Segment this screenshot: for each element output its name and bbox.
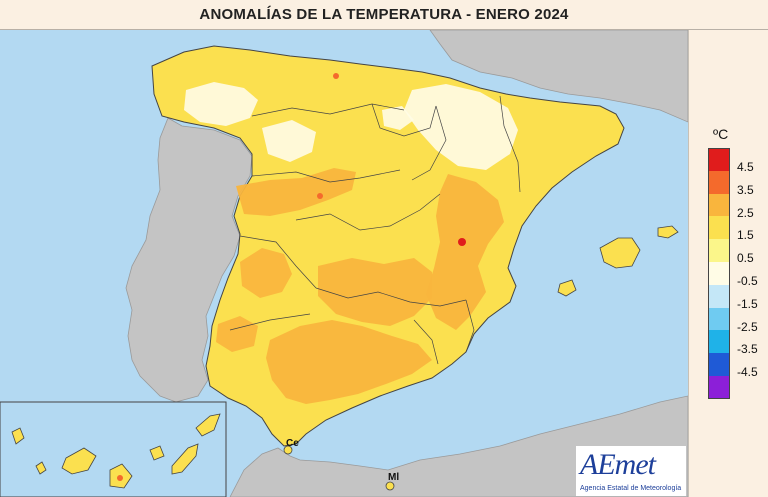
map-title: ANOMALÍAS DE LA TEMPERATURA - ENERO 2024 xyxy=(199,6,569,23)
legend-panel: ºC 4.5 3.5 2.5 1.5 0.5 -0.5 -1.5 -2.5 -3… xyxy=(688,30,768,497)
legend-tick-label: -4.5 xyxy=(737,365,758,380)
legend-tick-label: 0.5 xyxy=(737,251,754,266)
anomaly-warm-castilla xyxy=(236,168,356,216)
region-boundaries xyxy=(229,95,521,365)
ceuta-marker xyxy=(283,445,293,455)
legend-tick-label: -0.5 xyxy=(737,273,758,288)
legend-swatch xyxy=(708,193,730,217)
anomaly-cool-galicia xyxy=(184,82,258,126)
legend-swatch xyxy=(708,375,730,399)
legend-unit: ºC xyxy=(713,126,729,142)
title-bar: ANOMALÍAS DE LA TEMPERATURA - ENERO 2024 xyxy=(0,0,768,30)
anomaly-cool-ebro xyxy=(404,84,518,170)
aemet-logo: AEmet Agencia Estatal de Meteorología xyxy=(576,446,686,496)
melilla-label: Ml xyxy=(388,472,399,483)
anomaly-warm-valencia xyxy=(426,174,504,330)
hotspot-valladolid xyxy=(317,193,323,199)
legend-tick-label: -3.5 xyxy=(737,342,758,357)
legend-swatch xyxy=(708,284,730,308)
legend-swatch xyxy=(708,148,730,171)
melilla-marker xyxy=(385,481,395,491)
legend-swatch xyxy=(708,330,730,354)
anomaly-warm-west xyxy=(216,316,258,352)
africa-landmass xyxy=(229,395,688,497)
france-landmass xyxy=(429,30,688,123)
legend-swatch xyxy=(708,307,730,331)
legend-tick-label: 2.5 xyxy=(737,205,754,220)
legend-tick-label: -2.5 xyxy=(737,319,758,334)
hotspot-burgos xyxy=(333,73,339,79)
island-ibiza xyxy=(557,279,577,297)
portugal-landmass xyxy=(125,117,253,403)
legend-tick-label: 3.5 xyxy=(737,182,754,197)
anomaly-cool-bilbao xyxy=(382,106,414,130)
ceuta-label: Ce xyxy=(286,438,299,449)
anomaly-warm-manchamurcia xyxy=(318,258,432,326)
legend-swatch xyxy=(708,170,730,194)
legend-swatch xyxy=(708,261,730,285)
legend-tick-label: -1.5 xyxy=(737,296,758,311)
island-mallorca xyxy=(599,237,641,269)
logo-name: AEmet xyxy=(580,448,656,481)
legend-swatch xyxy=(708,239,730,262)
island-menorca xyxy=(657,225,679,239)
anomaly-warm-andalucia xyxy=(266,320,432,404)
legend-tick-label: 1.5 xyxy=(737,228,754,243)
anomaly-cool-leon xyxy=(262,120,316,162)
legend-tick-label: 4.5 xyxy=(737,160,754,174)
map-area: Ce Ml AEmet Agencia Estatal de Meteorolo… xyxy=(0,30,688,497)
canary-hotspot xyxy=(117,475,123,481)
anomaly-warm-extremadura xyxy=(240,248,292,298)
logo-tagline: Agencia Estatal de Meteorología xyxy=(580,485,682,492)
map-svg: Ce Ml xyxy=(0,30,688,497)
legend-swatch xyxy=(708,353,730,376)
legend-swatch xyxy=(708,216,730,240)
hotspot-teruel xyxy=(458,238,466,246)
